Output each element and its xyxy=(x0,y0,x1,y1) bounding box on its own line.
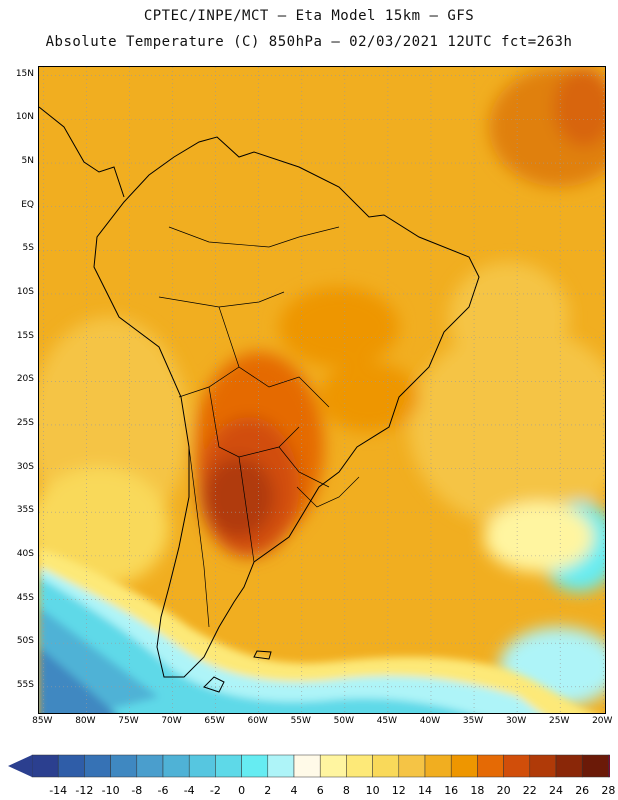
colorbar-tick-label: 4 xyxy=(290,784,298,797)
lat-label-35s: 35S xyxy=(16,505,34,516)
temperature-field xyxy=(39,67,605,707)
colorbar-tick-label: -10 xyxy=(101,784,120,797)
colorbar-swatch xyxy=(84,754,111,778)
central-america-coast xyxy=(39,106,125,198)
lon-label-25w: 25W xyxy=(549,716,570,726)
lon-label-30w: 30W xyxy=(505,716,527,726)
colorbar-tick-label: 22 xyxy=(522,784,537,797)
country-borders xyxy=(158,226,360,628)
colorbar-swatch xyxy=(529,754,557,778)
colorbar-swatch xyxy=(162,754,190,778)
colorbar-swatch xyxy=(110,754,138,778)
title-line-1: CPTEC/INPE/MCT – Eta Model 15km – GFS xyxy=(143,8,475,24)
colorbar-tick-label: -14 xyxy=(49,784,68,797)
falklands xyxy=(253,650,272,660)
colorbar-swatch xyxy=(398,754,426,778)
colorbar-swatch xyxy=(581,754,609,778)
colorbar-tick-label: 2 xyxy=(264,784,272,797)
colorbar-tick-label: -12 xyxy=(75,784,94,797)
lon-label-75w: 75W xyxy=(118,716,139,726)
colorbar-tick-label: 8 xyxy=(342,784,350,797)
temperature-map xyxy=(39,67,605,713)
lon-label-85w: 85W xyxy=(32,716,53,726)
colorbar-tick-label: 10 xyxy=(365,784,380,797)
colorbar-tick-label: 24 xyxy=(549,784,563,797)
lon-label-20w: 20W xyxy=(592,716,613,726)
colorbar-swatch xyxy=(215,754,242,778)
map-frame xyxy=(38,66,606,714)
colorbar-tick-label: 18 xyxy=(470,784,485,797)
lon-label-40w: 40W xyxy=(419,716,441,726)
colorbar-swatch xyxy=(346,754,373,778)
coastlines xyxy=(39,106,480,693)
lat-label-45s: 45S xyxy=(16,592,34,603)
colorbar-swatch xyxy=(477,754,504,778)
colorbar-tick-label: 26 xyxy=(575,784,590,797)
south-america-coast xyxy=(93,136,480,678)
lat-label-40s: 40S xyxy=(16,548,34,559)
lat-label-10s: 10S xyxy=(16,286,34,297)
colorbar-swatch xyxy=(31,754,59,778)
colorbar-swatch xyxy=(57,754,85,778)
lat-label-25s: 25S xyxy=(16,417,34,428)
colorbar-swatch xyxy=(267,754,295,778)
lon-label-50w: 50W xyxy=(333,716,354,726)
colorbar-tick-label: 14 xyxy=(418,784,432,797)
colorbar-tick-label: -6 xyxy=(157,784,169,797)
lat-label-eq: EQ xyxy=(21,199,34,210)
colorbar-min-arrow xyxy=(8,755,32,777)
colorbar-swatch xyxy=(424,754,452,778)
lon-label-60w: 60W xyxy=(247,716,268,726)
lat-label-15s: 15S xyxy=(16,330,34,341)
colorbar-swatch xyxy=(503,754,531,778)
colorbar-swatch xyxy=(555,754,583,778)
colorbar-tick-label: 28 xyxy=(601,784,616,797)
colorbar-tick-label: 6 xyxy=(316,784,324,797)
colorbar-swatch xyxy=(608,754,610,778)
colorbar-tick-label: 20 xyxy=(496,784,511,797)
colorbar-swatch xyxy=(450,754,478,778)
lat-label-5s: 5S xyxy=(22,243,34,254)
colorbar-tick-label: 16 xyxy=(444,784,459,797)
lat-label-20s: 20S xyxy=(16,374,34,385)
colorbar-tick-label: 12 xyxy=(391,784,406,797)
colorbar-tick-label: -2 xyxy=(209,784,221,797)
lon-label-35w: 35W xyxy=(462,716,484,726)
colorbar xyxy=(8,754,610,778)
colorbar-swatch xyxy=(136,754,164,778)
colorbar-swatch xyxy=(241,754,269,778)
lat-label-15n: 15N xyxy=(15,68,34,79)
colorbar-swatch xyxy=(293,754,321,778)
colorbar-swatch xyxy=(188,754,216,778)
lat-label-5n: 5N xyxy=(21,156,34,167)
lon-label-80w: 80W xyxy=(75,716,96,726)
lat-label-10n: 10N xyxy=(15,112,34,123)
colorbar-swatch xyxy=(372,754,400,778)
lat-label-55s: 55S xyxy=(16,679,34,690)
lon-label-55w: 55W xyxy=(290,716,311,726)
lat-label-30s: 30S xyxy=(16,461,34,472)
title-line-2: Absolute Temperature (C) 850hPa – 02/03/… xyxy=(45,34,573,50)
colorbar-tick-label: -4 xyxy=(183,784,195,797)
lon-label-45w: 45W xyxy=(376,716,398,726)
colorbar-swatch xyxy=(319,754,347,778)
lat-label-50s: 50S xyxy=(16,636,34,647)
lon-label-65w: 65W xyxy=(204,716,225,726)
colorbar-tick-label: -8 xyxy=(131,784,143,797)
lon-label-70w: 70W xyxy=(161,716,182,726)
colorbar-tick-label: 0 xyxy=(238,784,246,797)
tierra-del-fuego xyxy=(203,676,225,693)
